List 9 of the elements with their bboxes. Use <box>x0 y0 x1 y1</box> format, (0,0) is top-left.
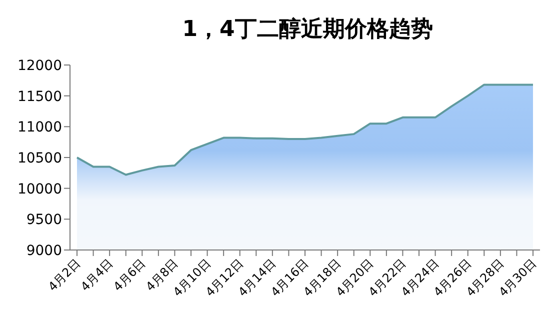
y-tick-label: 11500 <box>17 88 62 105</box>
y-tick-label: 12000 <box>17 58 62 74</box>
chart-title: 1，4丁二醇近期价格趋势 <box>181 16 434 44</box>
y-tick-label: 10000 <box>17 181 62 198</box>
x-tick-label: 4月2日 <box>45 256 84 294</box>
y-tick-label: 11000 <box>17 120 62 136</box>
y-tick-label: 10500 <box>17 150 62 166</box>
y-tick-label: 9500 <box>26 212 62 228</box>
y-tick-label: 9000 <box>26 242 62 259</box>
